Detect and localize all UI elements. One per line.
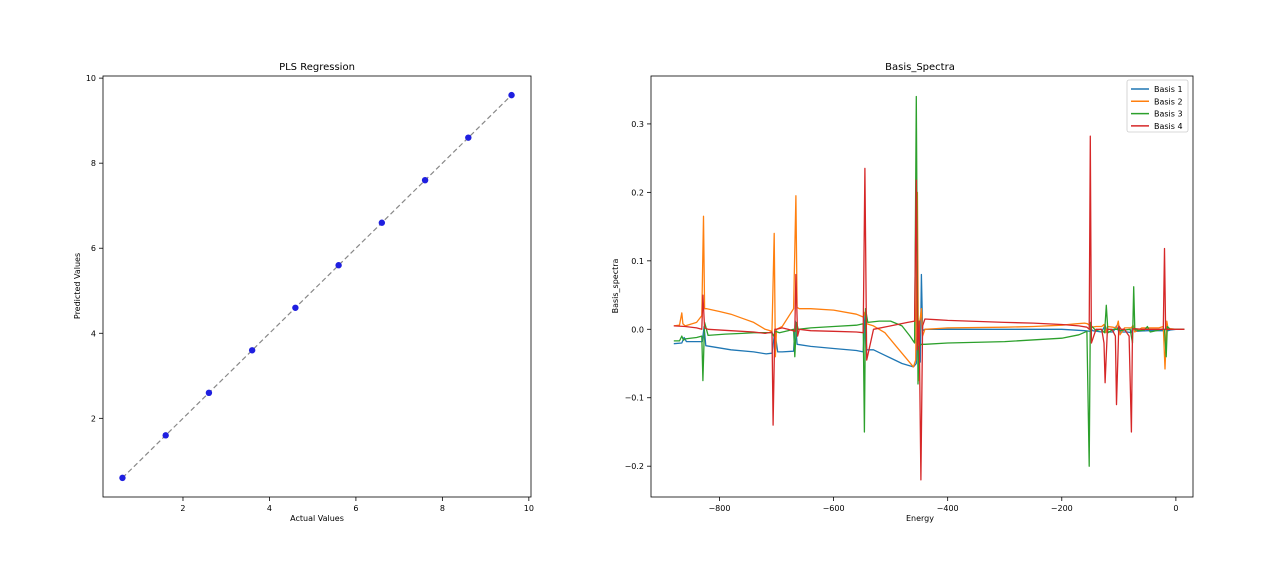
basis-series-line-1 bbox=[673, 273, 1185, 368]
basis-legend: Basis 1 Basis 2 Basis 3 Basis 4 bbox=[1126, 79, 1189, 133]
pls-data-point bbox=[292, 304, 299, 311]
pls-data-point bbox=[119, 474, 126, 482]
basis-series-line-3 bbox=[673, 95, 1185, 467]
basis-plot-area bbox=[673, 95, 1185, 481]
basis-y-tick-label: −0.1 bbox=[625, 394, 644, 403]
pls-x-tick-label: 2 bbox=[180, 504, 185, 513]
legend-label: Basis 4 bbox=[1154, 122, 1183, 131]
basis-plot-frame bbox=[650, 75, 1194, 498]
legend-label: Basis 1 bbox=[1154, 85, 1183, 94]
legend-box bbox=[1126, 79, 1189, 133]
pls-x-tick-label: 4 bbox=[267, 504, 272, 513]
pls-data-point bbox=[248, 347, 256, 354]
basis-series-line-4 bbox=[673, 135, 1185, 481]
pls-x-tick-label: 6 bbox=[353, 504, 358, 513]
basis-x-tick-label: 0 bbox=[1173, 504, 1178, 513]
basis-x-tick-label: −200 bbox=[1051, 504, 1073, 513]
basis-y-tick-label: −0.2 bbox=[625, 462, 644, 471]
basis-y-tick-label: 0.0 bbox=[631, 325, 644, 334]
pls-regression-panel: PLS Regression 2 4 6 8 10 2 4 6 8 10 Actual Valu… bbox=[73, 62, 534, 523]
basis-y-axis-ticks: −0.2 −0.1 0.0 0.1 0.2 0.3 bbox=[625, 120, 651, 471]
basis-x-tick-label: −600 bbox=[823, 504, 845, 513]
pls-y-tick-label: 6 bbox=[91, 244, 96, 253]
pls-data-point bbox=[205, 389, 213, 397]
basis-y-tick-label: 0.3 bbox=[631, 120, 644, 129]
pls-data-point bbox=[465, 134, 472, 141]
pls-x-axis-label: Actual Values bbox=[290, 514, 344, 523]
pls-data-point bbox=[162, 432, 169, 439]
legend-label: Basis 2 bbox=[1154, 97, 1183, 106]
pls-y-axis-ticks: 2 4 6 8 10 bbox=[86, 74, 103, 423]
pls-y-tick-label: 2 bbox=[91, 414, 96, 423]
pls-data-point bbox=[335, 262, 342, 269]
pls-data-point bbox=[508, 91, 515, 99]
pls-y-tick-label: 4 bbox=[91, 329, 96, 338]
pls-y-axis-label: Predicted Values bbox=[73, 253, 82, 319]
pls-plot-frame bbox=[102, 75, 532, 498]
pls-plot-area bbox=[119, 91, 515, 482]
basis-y-tick-label: 0.1 bbox=[631, 257, 644, 266]
legend-label: Basis 3 bbox=[1154, 110, 1183, 119]
basis-spectra-panel: Basis_Spectra −800 −600 −400 −200 0 −0.2 −0.1… bbox=[611, 62, 1194, 523]
pls-data-point bbox=[378, 219, 386, 226]
basis-x-tick-label: −400 bbox=[937, 504, 959, 513]
pls-chart-title: PLS Regression bbox=[279, 62, 355, 73]
basis-x-axis-ticks: −800 −600 −400 −200 0 bbox=[708, 497, 1178, 513]
pls-y-tick-label: 10 bbox=[86, 74, 96, 83]
pls-x-tick-label: 8 bbox=[440, 504, 445, 513]
pls-data-point bbox=[421, 176, 429, 184]
legend-items: Basis 1 Basis 2 Basis 3 Basis 4 bbox=[1131, 85, 1183, 131]
basis-series-line-2 bbox=[673, 191, 1185, 382]
basis-y-axis-label: Basis_spectra bbox=[611, 258, 620, 313]
basis-y-tick-label: 0.2 bbox=[631, 188, 644, 197]
basis-x-tick-label: −800 bbox=[708, 504, 730, 513]
pls-x-tick-label: 10 bbox=[524, 504, 534, 513]
pls-y-tick-label: 8 bbox=[91, 159, 96, 168]
pls-x-axis-ticks: 2 4 6 8 10 bbox=[180, 497, 534, 513]
basis-x-axis-label: Energy bbox=[906, 514, 934, 523]
basis-chart-title: Basis_Spectra bbox=[885, 62, 955, 73]
pls-reference-line bbox=[122, 94, 512, 479]
